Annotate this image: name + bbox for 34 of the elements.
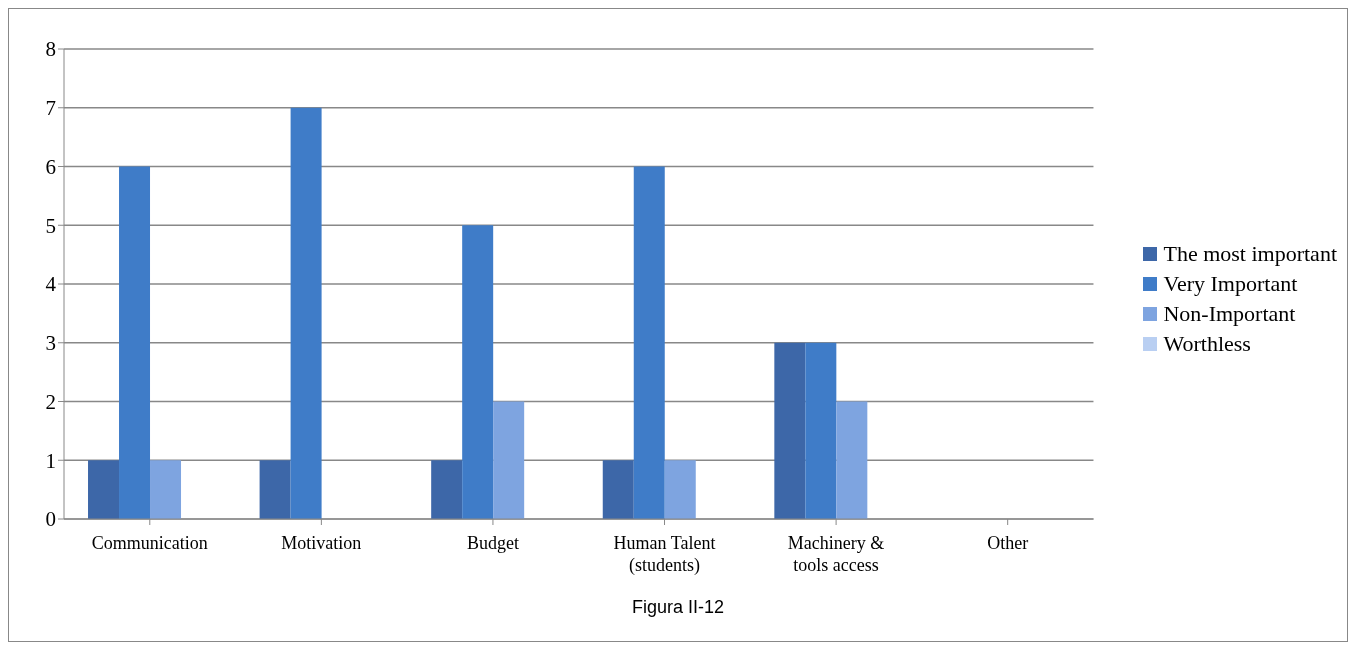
bar	[805, 342, 837, 519]
bar	[150, 460, 182, 519]
bar	[88, 460, 120, 519]
bar	[774, 342, 806, 519]
y-tick-label: 8	[45, 37, 56, 62]
text: Figura II-12	[630, 597, 725, 618]
bar	[602, 460, 634, 519]
legend-label: The most important	[1163, 240, 1337, 268]
legend-label: Very Important	[1163, 270, 1298, 298]
x-tick-label: Machinery & tools access	[787, 533, 885, 575]
y-tick-label: 1	[45, 448, 56, 473]
y-tick-label: 0	[45, 507, 56, 532]
bar	[119, 166, 151, 519]
y-tick-label: 4	[45, 272, 57, 297]
bar	[462, 225, 494, 519]
x-tick-label: Motivation	[281, 533, 362, 553]
legend-label: Non-Important	[1163, 300, 1296, 328]
y-tick-label: 6	[45, 154, 56, 179]
y-tick-label: 3	[45, 331, 56, 356]
y-tick-label: 7	[45, 96, 56, 121]
x-tick-label: Budget	[466, 533, 519, 553]
y-tick-label: 5	[45, 213, 56, 238]
legend-label: Worthless	[1163, 330, 1251, 358]
y-tick-label: 2	[45, 389, 56, 414]
bar	[493, 401, 525, 519]
x-tick-label: Communication	[91, 533, 208, 553]
bar	[290, 107, 322, 519]
x-tick-label: Human Talent (students)	[613, 533, 716, 576]
bar	[664, 460, 696, 519]
bar	[259, 460, 291, 519]
bar	[836, 401, 868, 519]
x-tick-label: Other	[987, 533, 1029, 553]
bar	[633, 166, 665, 519]
bar	[431, 460, 463, 519]
